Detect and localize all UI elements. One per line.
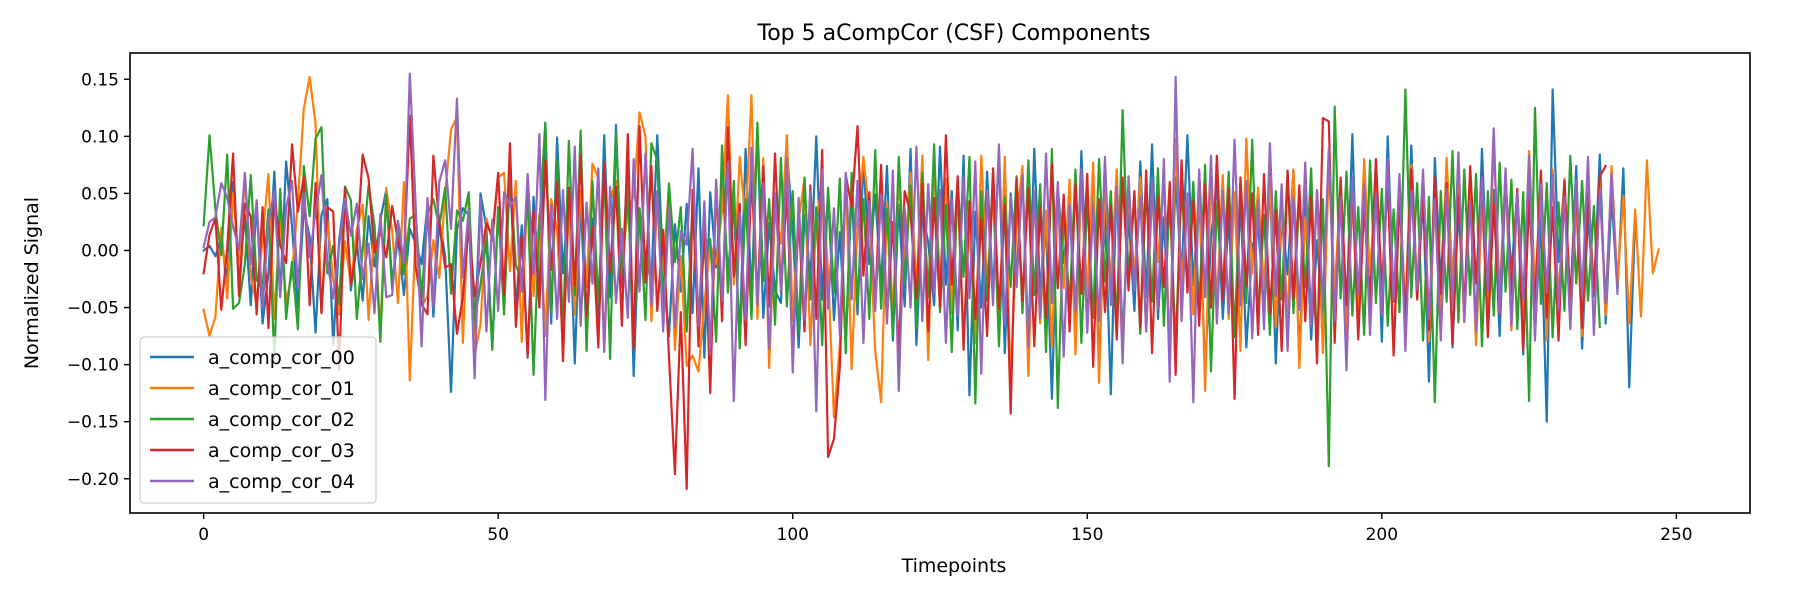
y-tick-label: −0.05 [67, 299, 119, 319]
chart-title: Top 5 aCompCor (CSF) Components [757, 21, 1151, 46]
y-tick-label: 0.10 [81, 127, 119, 147]
legend-label-a-comp-cor-01: a_comp_cor_01 [208, 378, 355, 400]
x-axis-label: Timepoints [901, 555, 1007, 577]
x-tick-label: 200 [1366, 525, 1398, 545]
legend: a_comp_cor_00 a_comp_cor_01 a_comp_cor_02a… [139, 336, 377, 504]
y-tick-label: 0.00 [81, 241, 119, 261]
y-tick-label: −0.20 [67, 470, 119, 490]
legend-box [139, 336, 377, 504]
legend-entries: a_comp_cor_00 a_comp_cor_01 a_comp_cor_02a… [150, 347, 355, 493]
y-tick-label: 0.15 [81, 70, 119, 90]
x-tick-label: 0 [198, 525, 209, 545]
x-axis: 0 50 100 150 200 250 [198, 513, 1693, 545]
y-tick-label: −0.15 [67, 413, 119, 433]
y-tick-label: 0.05 [81, 184, 119, 204]
legend-label-a-comp-cor-03: a_comp_cor_03 [208, 440, 355, 462]
x-tick-label: 150 [1071, 525, 1103, 545]
y-axis-label: Normalized Signal [21, 197, 43, 369]
x-tick-label: 50 [487, 525, 509, 545]
series-layer [202, 72, 1661, 491]
x-tick-label: 250 [1660, 525, 1692, 545]
x-tick-label: 100 [777, 525, 809, 545]
legend-label-a-comp-cor-04: a_comp_cor_04 [208, 471, 355, 493]
y-axis: −0.20 −0.15 −0.10 −0.05 0.00 0.05 0.10 0.15 [67, 70, 130, 490]
legend-label-a-comp-cor-02: a_comp_cor_02 [208, 409, 355, 431]
series-line-a-comp-cor-04 [202, 72, 1619, 413]
y-tick-label: −0.10 [67, 356, 119, 376]
plot-area-frame [129, 52, 1751, 514]
legend-label-a-comp-cor-00: a_comp_cor_00 [208, 347, 355, 369]
